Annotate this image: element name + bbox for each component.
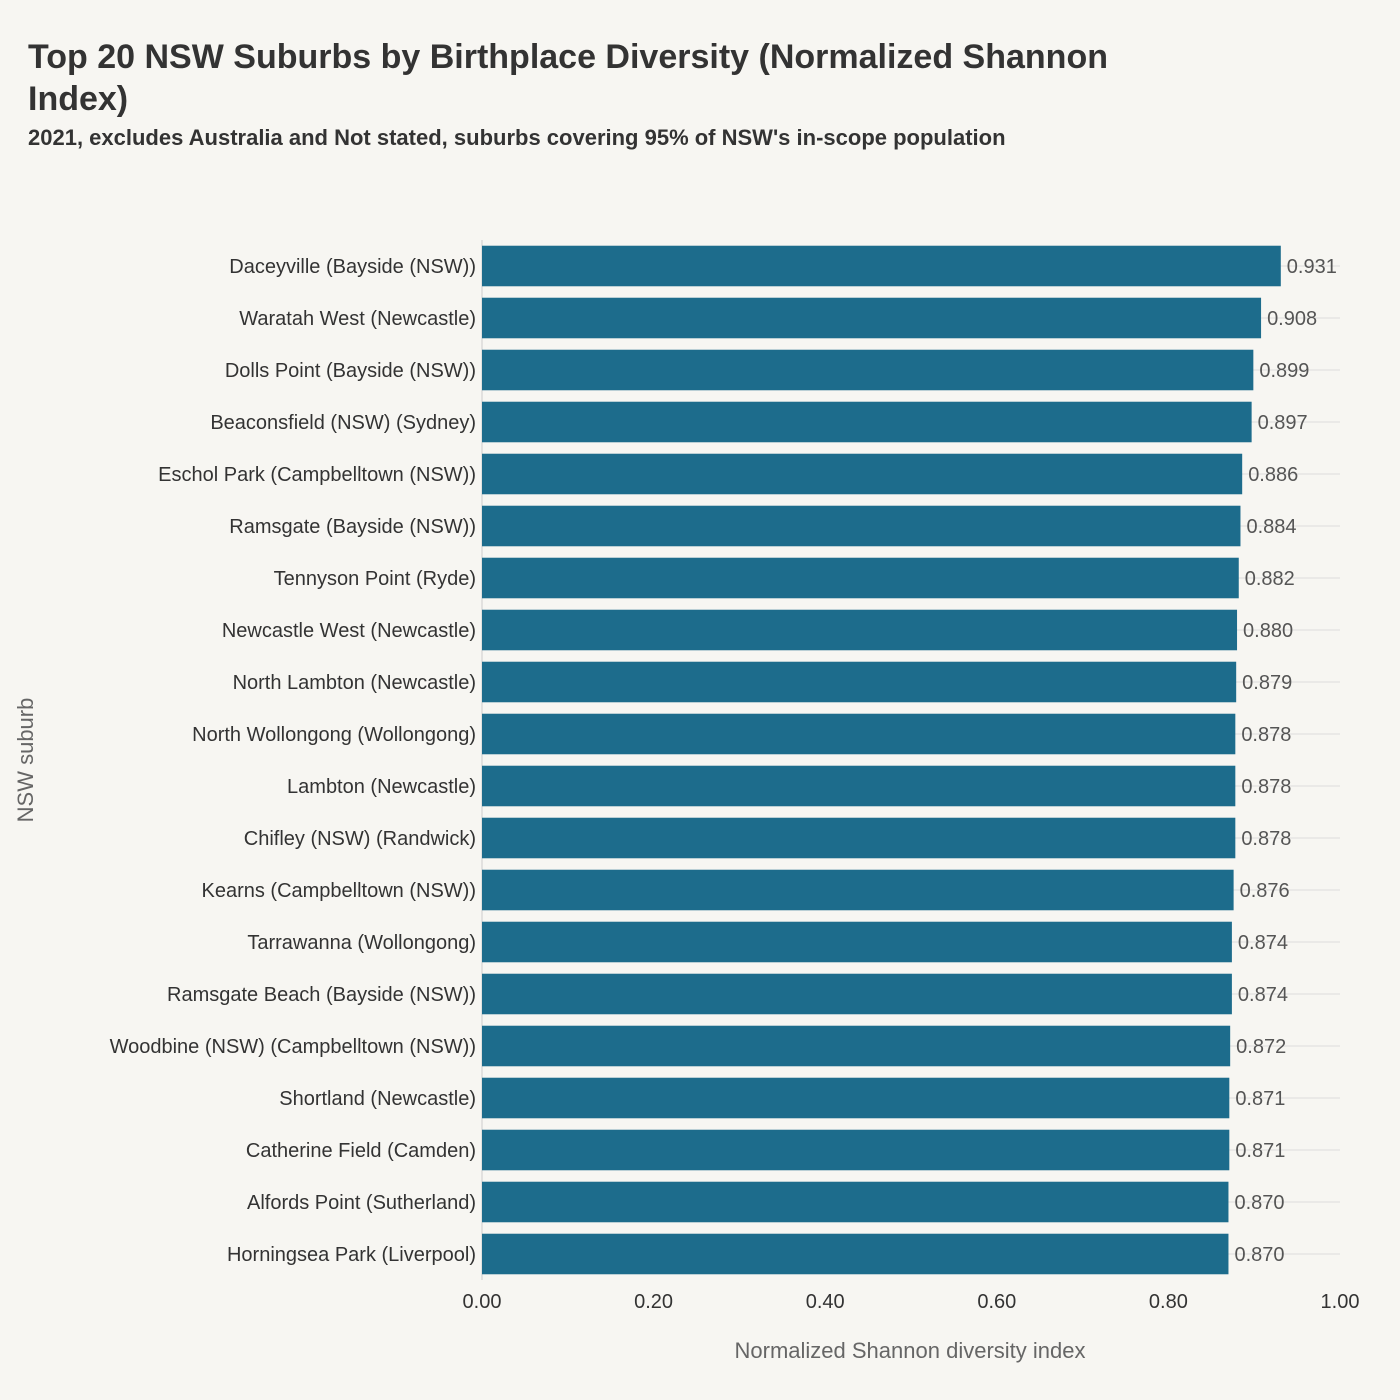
category-label: Waratah West (Newcastle) bbox=[239, 308, 476, 330]
category-label: Newcastle West (Newcastle) bbox=[222, 620, 476, 642]
value-label: 0.897 bbox=[1258, 412, 1308, 434]
bar bbox=[482, 921, 1232, 963]
bar bbox=[482, 973, 1232, 1015]
value-label: 0.871 bbox=[1235, 1140, 1285, 1162]
value-label: 0.899 bbox=[1259, 360, 1309, 382]
category-label: Eschol Park (Campbelltown (NSW)) bbox=[158, 464, 476, 486]
category-label: Chifley (NSW) (Randwick) bbox=[244, 828, 476, 850]
bar bbox=[482, 453, 1243, 495]
bar bbox=[482, 1077, 1230, 1119]
value-label: 0.878 bbox=[1241, 724, 1291, 746]
value-label: 0.871 bbox=[1235, 1088, 1285, 1110]
value-label: 0.878 bbox=[1241, 828, 1291, 850]
bar bbox=[482, 505, 1241, 547]
category-label: Kearns (Campbelltown (NSW)) bbox=[201, 880, 476, 902]
bar bbox=[482, 1181, 1229, 1223]
value-label: 0.884 bbox=[1246, 516, 1296, 538]
category-label: North Wollongong (Wollongong) bbox=[192, 724, 476, 746]
category-label: Beaconsfield (NSW) (Sydney) bbox=[210, 412, 476, 434]
bar bbox=[482, 609, 1238, 651]
category-label: North Lambton (Newcastle) bbox=[233, 672, 476, 694]
bar bbox=[482, 869, 1234, 911]
value-label: 0.874 bbox=[1238, 932, 1288, 954]
x-tick-label: 0.20 bbox=[634, 1291, 673, 1313]
x-tick-label: 0.60 bbox=[977, 1291, 1016, 1313]
value-label: 0.874 bbox=[1238, 984, 1288, 1006]
x-axis-ticks: 0.00 0.20 0.40 0.60 0.80 1.00 bbox=[463, 1291, 1360, 1313]
value-label: 0.908 bbox=[1267, 308, 1317, 330]
category-label: Woodbine (NSW) (Campbelltown (NSW)) bbox=[110, 1036, 476, 1058]
value-label: 0.876 bbox=[1240, 880, 1290, 902]
value-label: 0.882 bbox=[1245, 568, 1295, 590]
x-tick-label: 0.40 bbox=[806, 1291, 845, 1313]
category-label: Alfords Point (Sutherland) bbox=[247, 1192, 476, 1214]
value-label: 0.870 bbox=[1234, 1244, 1284, 1266]
bars bbox=[482, 245, 1281, 1275]
value-label: 0.886 bbox=[1248, 464, 1298, 486]
bar bbox=[482, 661, 1237, 703]
value-label: 0.870 bbox=[1234, 1192, 1284, 1214]
category-label: Tarrawanna (Wollongong) bbox=[247, 932, 476, 954]
value-label: 0.931 bbox=[1287, 256, 1337, 278]
bar bbox=[482, 297, 1262, 339]
value-label: 0.872 bbox=[1236, 1036, 1286, 1058]
x-tick-label: 0.00 bbox=[463, 1291, 502, 1313]
x-tick-label: 1.00 bbox=[1321, 1291, 1360, 1313]
category-label: Shortland (Newcastle) bbox=[279, 1088, 476, 1110]
bar bbox=[482, 1129, 1230, 1171]
category-label: Lambton (Newcastle) bbox=[287, 776, 476, 798]
value-label: 0.878 bbox=[1241, 776, 1291, 798]
bar bbox=[482, 349, 1254, 391]
category-label: Daceyville (Bayside (NSW)) bbox=[229, 256, 476, 278]
category-labels: Daceyville (Bayside (NSW)) Waratah West (… bbox=[110, 256, 476, 1266]
category-label: Dolls Point (Bayside (NSW)) bbox=[225, 360, 476, 382]
bar bbox=[482, 713, 1236, 755]
category-label: Ramsgate Beach (Bayside (NSW)) bbox=[167, 984, 476, 1006]
bar bbox=[482, 765, 1236, 807]
bar bbox=[482, 401, 1252, 443]
category-label: Ramsgate (Bayside (NSW)) bbox=[229, 516, 476, 538]
x-tick-label: 0.80 bbox=[1149, 1291, 1188, 1313]
bar bbox=[482, 245, 1281, 287]
x-axis-title: Normalized Shannon diversity index bbox=[735, 1338, 1086, 1363]
grid-lines bbox=[481, 240, 1340, 1280]
bar bbox=[482, 1025, 1231, 1067]
bar bbox=[482, 817, 1236, 859]
y-axis-title: NSW suburb bbox=[13, 698, 38, 823]
chart-subtitle: 2021, excludes Australia and Not stated,… bbox=[28, 125, 1006, 150]
value-label: 0.880 bbox=[1243, 620, 1293, 642]
category-label: Catherine Field (Camden) bbox=[246, 1140, 476, 1162]
bar bbox=[482, 557, 1239, 599]
bar bbox=[482, 1233, 1229, 1275]
category-label: Tennyson Point (Ryde) bbox=[274, 568, 476, 590]
value-labels: 0.931 0.908 0.899 0.897 0.886 0.884 0.882 0.880… bbox=[1234, 256, 1336, 1266]
value-label: 0.879 bbox=[1242, 672, 1292, 694]
category-label: Horningsea Park (Liverpool) bbox=[227, 1244, 476, 1266]
chart-title: Top 20 NSW Suburbs by Birthplace Diversi… bbox=[28, 38, 1108, 118]
